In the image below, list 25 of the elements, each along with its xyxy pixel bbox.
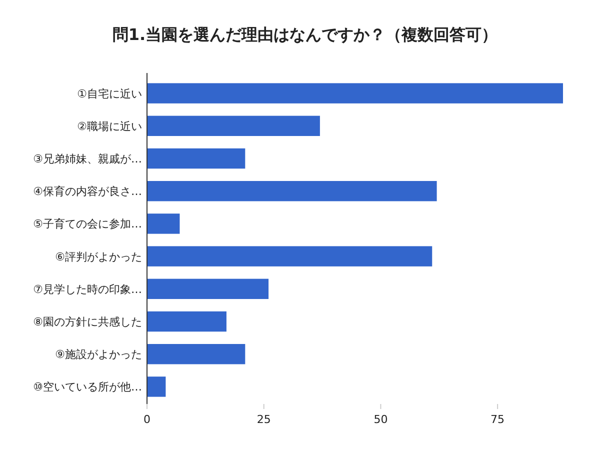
x-tick-label: 0 [144,413,150,426]
bar [147,214,180,234]
bar [147,83,563,104]
y-tick-label: ⑩空いている所が他… [33,380,142,394]
x-tick-label: 75 [490,413,505,426]
y-tick-label: ⑤子育ての会に参加… [33,218,142,231]
bar [147,180,437,202]
bar [147,344,246,364]
bar [147,116,320,136]
y-tick-label: ⑧園の方針に共感した [33,316,142,328]
bar [147,376,166,397]
bar [147,246,432,266]
bar [147,311,226,332]
y-tick-label: ①自宅に近い [77,87,142,100]
y-tick-label: ⑥評判がよかった [55,250,142,264]
x-tick-label: 25 [256,413,271,426]
y-tick-label: ②職場に近い [77,120,142,133]
y-tick-label: ④保育の内容が良さ… [33,185,142,198]
y-tick-label: ⑨施設がよかった [55,348,142,362]
bar [147,148,246,169]
chart-title: 問1.当園を選んだ理由はなんですか？（複数回答可） [112,25,498,44]
x-tick-label: 50 [374,413,388,426]
bar [147,278,269,300]
y-tick-label: ⑦見学した時の印象… [33,282,142,296]
y-tick-label: ③兄弟姉妹、親戚が… [33,152,142,166]
